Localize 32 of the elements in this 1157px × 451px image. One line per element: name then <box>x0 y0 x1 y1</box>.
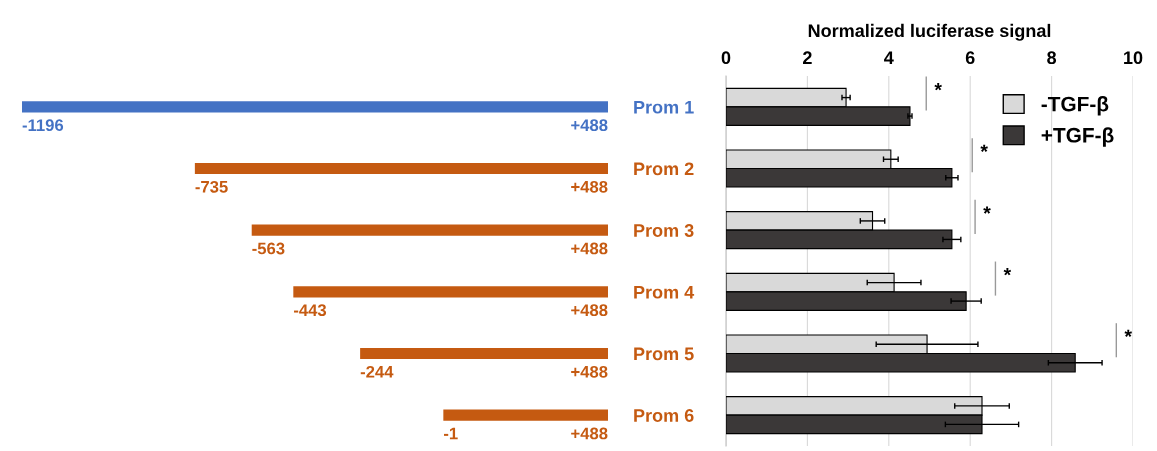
y-tick-label: Prom 4 <box>634 285 695 299</box>
annotation: * <box>1124 329 1132 337</box>
legend-label: +TGF-β <box>1041 127 1114 147</box>
x-tick-label: 4 <box>884 51 894 64</box>
x-tick-label: 6 <box>965 51 975 65</box>
annotation: +488 <box>571 242 608 255</box>
annotation: -244 <box>360 365 394 378</box>
y-tick-label: Prom 6 <box>634 409 694 422</box>
y-tick-label: Prom 5 <box>634 347 694 361</box>
annotation: +488 <box>571 304 608 317</box>
annotation: +488 <box>571 427 608 440</box>
annotation: * <box>934 83 942 91</box>
x-tick-label: 0 <box>721 51 731 65</box>
annotation: +488 <box>571 365 608 378</box>
annotation: -563 <box>252 242 285 255</box>
annotation: * <box>1003 268 1012 276</box>
annotation: -735 <box>195 180 228 193</box>
annotation: +488 <box>571 119 608 132</box>
x-axis-title: Normalized luciferase signal <box>808 23 1051 41</box>
annotation: -1 <box>443 427 458 440</box>
x-tick-label: 8 <box>1047 51 1057 65</box>
annotation: +488 <box>571 180 608 193</box>
x-tick-label: 2 <box>803 51 812 64</box>
annotation: -443 <box>293 304 327 317</box>
y-tick-label: Prom 3 <box>634 224 694 237</box>
x-tick-label: 10 <box>1124 51 1143 65</box>
annotation: * <box>980 144 988 152</box>
y-tick-label: Prom 1 <box>634 100 694 114</box>
legend-label: -TGF-β <box>1041 96 1109 116</box>
y-tick-label: Prom 2 <box>634 162 694 176</box>
annotation: -1196 <box>22 119 64 132</box>
annotation: * <box>983 206 991 214</box>
